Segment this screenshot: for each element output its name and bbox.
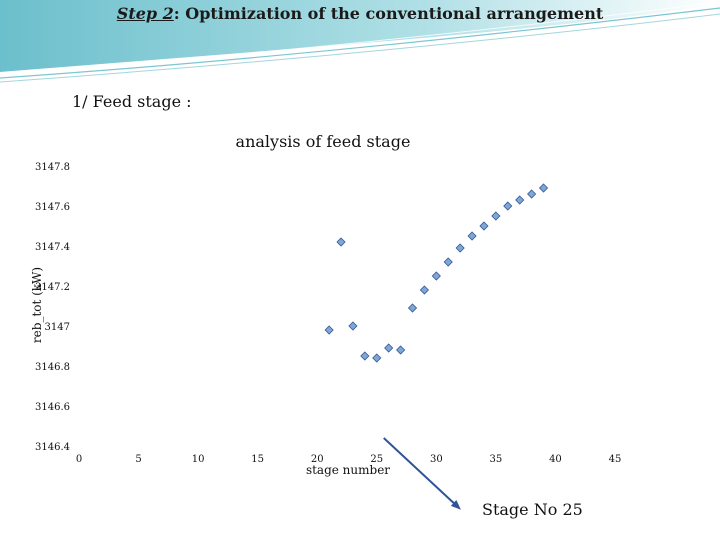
- x-tick-label: 45: [609, 454, 622, 465]
- data-point: [384, 343, 394, 353]
- data-point: [503, 201, 513, 211]
- y-tick-label: 3147.8: [35, 162, 70, 173]
- x-tick-label: 35: [490, 454, 503, 465]
- data-point: [515, 195, 525, 205]
- x-tick-label: 25: [370, 454, 383, 465]
- callout-arrow: [383, 437, 459, 508]
- x-tick-label: 0: [76, 454, 82, 465]
- data-point: [431, 271, 441, 281]
- x-tick-labels: 0 5 10 15 20 25 30 35 40 45: [76, 454, 622, 465]
- chart-title: analysis of feed stage: [236, 132, 411, 151]
- data-point: [527, 189, 537, 199]
- callout-arrow-head: [450, 499, 461, 510]
- y-tick-label: 3146.8: [35, 362, 70, 373]
- data-point: [348, 321, 358, 331]
- data-point: [467, 231, 477, 241]
- header-decoration: [0, 0, 720, 83]
- data-points: [324, 183, 549, 363]
- data-point: [372, 353, 382, 363]
- y-axis-label: reb_tot (kW): [30, 267, 44, 343]
- data-point: [443, 257, 453, 267]
- x-axis-label: stage number: [306, 463, 390, 477]
- data-point: [479, 221, 489, 231]
- x-tick-label: 40: [549, 454, 562, 465]
- data-point: [396, 345, 406, 355]
- x-tick-label: 30: [430, 454, 443, 465]
- x-tick-label: 10: [192, 454, 205, 465]
- data-point: [455, 243, 465, 253]
- x-tick-label: 20: [311, 454, 324, 465]
- y-tick-labels: 3146.4 3146.6 3146.8 3147 3147.2 3147.4 3147.6…: [35, 162, 70, 453]
- slide-title: Step 2: Optimization of the conventional…: [0, 4, 720, 23]
- x-tick-label: 15: [251, 454, 264, 465]
- data-point: [538, 183, 549, 193]
- step-label: Step 2: [116, 4, 174, 23]
- x-tick-label: 5: [135, 454, 141, 465]
- title-text: : Optimization of the conventional arran…: [173, 4, 604, 23]
- stage-callout-label: Stage No 25: [482, 500, 583, 519]
- y-tick-label: 3146.6: [35, 402, 70, 413]
- data-point: [324, 325, 334, 335]
- y-tick-label: 3147: [45, 322, 70, 333]
- data-point: [336, 237, 346, 247]
- y-tick-label: 3146.4: [35, 442, 70, 453]
- data-point: [491, 211, 501, 221]
- y-tick-label: 3147.6: [35, 202, 70, 213]
- data-point: [360, 351, 370, 361]
- data-point: [419, 285, 429, 295]
- data-point: [407, 303, 418, 313]
- y-tick-label: 3147.4: [35, 242, 70, 253]
- section-label: 1/ Feed stage :: [72, 92, 192, 111]
- y-tick-label: 3147.2: [35, 282, 70, 293]
